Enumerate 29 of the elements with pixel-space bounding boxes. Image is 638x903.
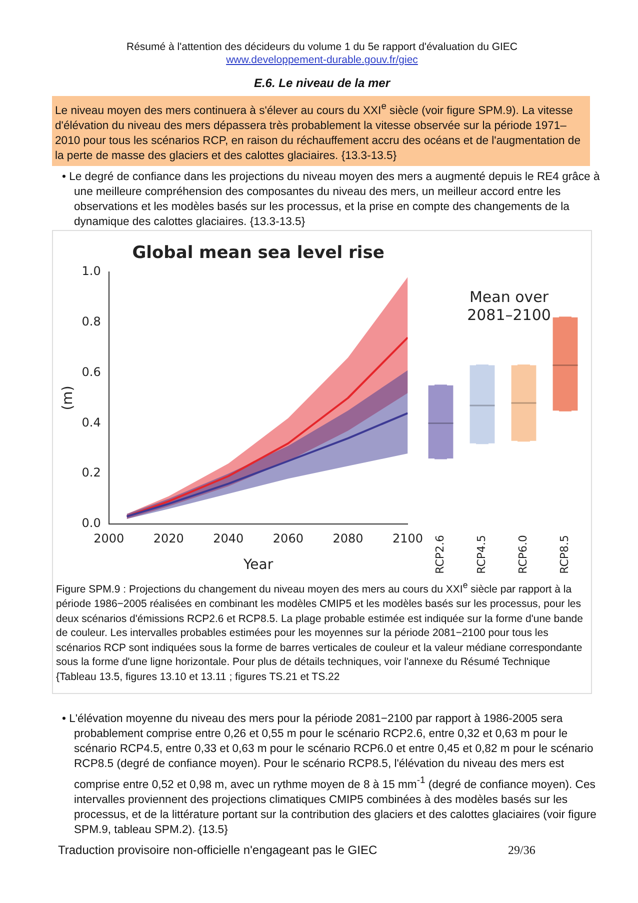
y-tick-label: 0.6 [82, 364, 101, 379]
y-tick-label: 0.4 [82, 415, 101, 430]
text: • Le degré de confiance dans les projections du niveau moyen des mers a augmenté depuis le RE4 grâce à une meilleure compréhension des composantes du niveau des mers, un meilleur accord entre les observations et les modèles basés sur les processus, et la prise en compte des changements de la dynamique des calottes glaciaires. {13.3-13.5} [62, 170, 601, 230]
text: E.6. Le niveau de la mer [252, 76, 392, 91]
x-tick-label: 2040 [213, 531, 244, 546]
text: Traduction provisoire non-officielle n'engageant pas le GIEC [58, 843, 378, 858]
x-tick-label: RCP4.5 [475, 535, 488, 574]
y-tick-label: 0.0 [82, 516, 101, 530]
y-tick-label: 1.0 [82, 264, 101, 278]
x-axis-title: Year [242, 557, 274, 574]
x-tick-label: 2100 [392, 531, 424, 546]
x-tick-label: RCP6.0 [516, 535, 530, 574]
x-tick-label: RCP2.6 [434, 535, 447, 574]
text: www.developpement-durable.gouv.fr/giec [225, 53, 419, 68]
x-tick-label: 2020 [153, 531, 184, 546]
x-tick-label: 2000 [94, 531, 124, 546]
x-tick-label: 2060 [272, 531, 304, 546]
text: Mean over 2081–2100 [467, 288, 551, 324]
chart-title: Global mean sea level rise [132, 243, 384, 263]
x-tick-label: RCP8.5 [558, 535, 572, 574]
text: Figure SPM.9 : Projections du changement du niveau moyen des mers au cours du XXI$^{e}$ siècle par rapport à la période 1986−2005 réalisées en combinant les modèles CMIP5 et les modèles basés sur les processus, pour les deux scénarios d'émissions RCP2.6 et RCP8.5. La plage probable estimée est indiquée sur la forme d'une bande de couleur. Les intervalles probables estimées pour les moyennes sur la période 2081−2100 pour tous les scénarios RCP sont indiquées sous la forme de barres verticales de couleur et la valeur médiane correspondante sous la forme d'une ligne horizontale. Pour plus de détails techniques, voir l'annexe du Résumé Technique {Tableau 13.5, figures 13.10 et 13.11 ; figures TS.21 et TS.22 [56, 580, 583, 682]
x-tick-label: 2080 [332, 531, 364, 546]
text: Résumé à l'attention des décideurs du volume 1 du 5e rapport d'évaluation du GIEC [126, 40, 518, 55]
text: 29/36 [508, 843, 536, 858]
text: Le niveau moyen des mers continuera à s'élever au cours du XXI$^{e}$ siècle (voir figure SPM.9). La vitesse d'élévation du niveau des mers dépassera très probablement la vitesse observée sur la période 1971–2010 pour tous les scénarios RCP, en raison du réchauffement accru des océans et de l'augmentation de la perte de masse des glaciers et des calottes glaciaires. {13.3-13.5} [52, 96, 590, 166]
y-axis-title: (m) [60, 386, 76, 410]
y-tick-label: 0.2 [82, 466, 101, 480]
y-tick-label: 0.8 [82, 314, 101, 329]
text: • L'élévation moyenne du niveau des mers pour la période 2081−2100 par rapport à 1986-2005 sera probablement comprise entre 0,26 et 0,55 m pour le scénario RCP2.6, entre 0,32 et 0,63 m pour le scénario RCP4.5, entre 0,33 et 0,63 m pour le scénario RCP6.0 et entre 0,45 et 0,82 m pour le scénario RCP8.5 (degré de confiance moyen). Pour le scénario RCP8.5, l'élévation du niveau des mers est comprise entre 0,52 et 0,98 m, avec un rythme moyen de 8 à 15 mm$^{-1}$ (degré de confiance moyen). Ces intervalles proviennent des projections climatiques CMIP5 combinées à des modèles basés sur les processus, et de la littérature portant sur la contribution des glaciers et des calottes glaciaires (voir figure SPM.9, tableau SPM.2). {13.5} [62, 713, 596, 836]
